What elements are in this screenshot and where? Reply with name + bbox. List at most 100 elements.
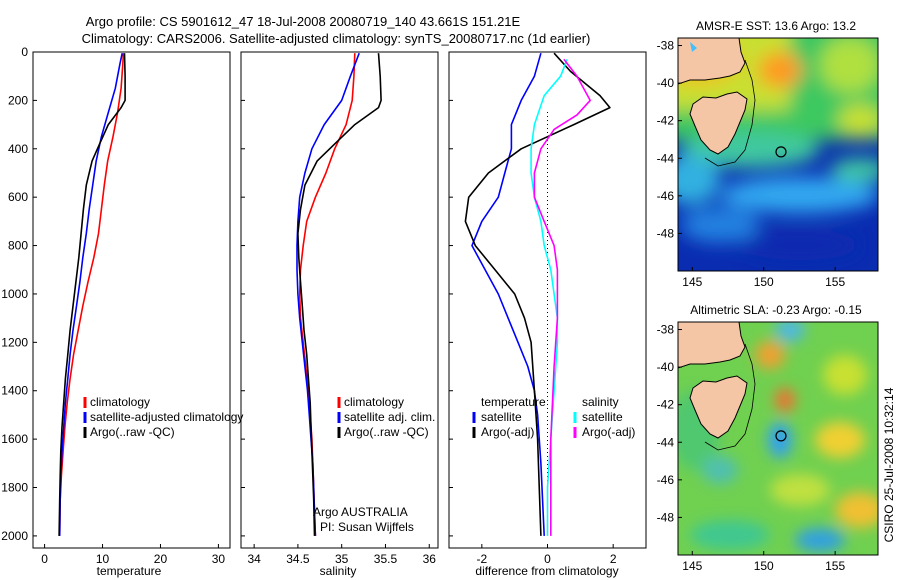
depth-tick-label: 600 (8, 190, 28, 204)
series-line-argo-adj- (464, 52, 611, 536)
x-tick-label: 0 (41, 552, 48, 566)
legend-label-temp-argo: Argo(-adj) (481, 425, 534, 439)
depth-tick-label: 400 (8, 142, 28, 156)
series-line-satellite-adjusted-climatology (58, 53, 123, 536)
legend-label-satellite: satellite adj. clim. (344, 410, 435, 424)
lat-tick-label: -42 (657, 114, 675, 128)
difference-panel-frame (448, 51, 647, 549)
series-line-argo-raw-qc- (58, 53, 126, 536)
difference-axis-label: difference from climatology (475, 564, 618, 578)
depth-tick-label: 1600 (1, 432, 28, 446)
series-line-satellite (471, 52, 545, 536)
sla-field (678, 322, 878, 552)
sst-map-panel: AMSR-E SST: 13.6 Argo: 13.2 (657, 19, 879, 289)
difference-profile-lines (464, 52, 611, 536)
series-line-satellite-adj-clim- (296, 52, 360, 536)
temperature-profile-lines (58, 53, 126, 536)
series-line-climatology (58, 53, 125, 536)
x-tick-label: 20 (154, 552, 168, 566)
lat-tick-label: -48 (657, 226, 675, 240)
x-tick-label: 36 (423, 552, 437, 566)
figure-title-line2: Climatology: CARS2006. Satellite-adjuste… (82, 31, 591, 46)
sst-shelf-contour (704, 59, 756, 167)
depth-tick-label: 200 (8, 93, 28, 107)
sla-shelf-contour (704, 343, 756, 451)
lat-tick-label: -38 (657, 39, 675, 53)
legend-label-climatology: climatology (344, 395, 404, 409)
x-tick-label: 0 (544, 552, 551, 566)
salinity-legend: climatology satellite adj. clim. Argo(..… (337, 395, 435, 439)
depth-tick-label: 0 (21, 45, 28, 59)
x-tick-label: 35.5 (374, 552, 398, 566)
legend-label-temp-satellite: satellite (481, 410, 522, 424)
lon-tick-label: 145 (682, 559, 702, 573)
sla-map-title: Altimetric SLA: -0.23 Argo: -0.15 (690, 303, 862, 317)
salinity-profile-lines (296, 52, 382, 536)
x-tick-label: -2 (476, 552, 487, 566)
tasmania-landmass (689, 91, 748, 155)
lon-tick-label: 155 (825, 275, 845, 289)
salinity-panel: 34 34.5 35 35.5 36 salinity climatology sate… (240, 51, 439, 578)
temperature-axis-ticks: 0 10 20 30 (41, 544, 225, 566)
lat-tick-label: -44 (657, 435, 675, 449)
legend-title-salinity: salinity (582, 395, 619, 409)
lat-tick-label: -46 (657, 473, 675, 487)
salinity-axis-ticks: 34 34.5 35 35.5 36 (247, 544, 436, 566)
legend-label-argo: Argo(..raw -QC) (90, 425, 175, 439)
depth-tick-label: 800 (8, 239, 28, 253)
depth-axis-ticks: 0 200 400 600 800 1000 1200 1400 1600 1800 2000 (1, 45, 37, 543)
legend-label-argo: Argo(..raw -QC) (344, 425, 429, 439)
legend-label-sal-satellite: satellite (582, 410, 623, 424)
sla-map-frame (677, 321, 879, 556)
x-tick-label: 34.5 (286, 552, 310, 566)
pi-label: PI: Susan Wijffels (320, 520, 414, 534)
sla-map-panel: Altimetric SLA: -0.23 Argo: -0.15 (657, 303, 879, 573)
temperature-axis-label: temperature (97, 564, 162, 578)
depth-tick-label: 1800 (1, 481, 28, 495)
legend-label-climatology: climatology (90, 395, 150, 409)
sla-lat-ticks: -38 -40 -42 -44 -46 -48 (657, 323, 682, 524)
bass-strait-feature (690, 42, 697, 52)
lat-tick-label: -44 (657, 151, 675, 165)
argo-program-label: Argo AUSTRALIA (313, 505, 408, 519)
sst-lon-ticks: 145 150 155 (682, 267, 845, 289)
tasmania-landmass (689, 375, 748, 439)
temperature-panel: 0 200 400 600 800 1000 1200 1400 1600 1800 2000 0 1… (1, 45, 243, 578)
difference-panel: -2 0 2 difference from climatology tempera… (448, 51, 647, 578)
x-tick-label: 2 (610, 552, 617, 566)
legend-label-sal-argo: Argo(-adj) (582, 425, 635, 439)
lat-tick-label: -40 (657, 76, 675, 90)
salinity-panel-frame (240, 51, 439, 549)
x-tick-label: 10 (96, 552, 110, 566)
depth-tick-label: 1200 (1, 335, 28, 349)
lat-tick-label: -48 (657, 510, 675, 524)
depth-tick-label: 1000 (1, 287, 28, 301)
difference-depth-tick-marks (449, 51, 453, 537)
depth-tick-label: 2000 (1, 529, 28, 543)
mainland-landmass (678, 322, 746, 369)
lon-tick-label: 145 (682, 275, 702, 289)
argo-location-marker (775, 430, 787, 442)
figure-title-line1: Argo profile: CS 5901612_47 18-Jul-2008 … (86, 14, 521, 29)
difference-axis-ticks: -2 0 2 (476, 544, 617, 566)
temperature-panel-frame (32, 51, 231, 549)
series-line-climatology (298, 53, 356, 536)
legend-label-satellite: satellite-adjusted climatology (90, 410, 243, 424)
x-tick-label: 34 (247, 552, 261, 566)
x-tick-label: 35 (335, 552, 349, 566)
sst-map-frame (677, 37, 879, 272)
legend-title-temperature: temperature (481, 395, 546, 409)
x-tick-label: 30 (212, 552, 226, 566)
csiro-timestamp: CSIRO 25-Jul-2008 10:32:14 (882, 387, 896, 542)
series-line-argo-raw-qc- (297, 53, 382, 536)
lat-tick-label: -38 (657, 323, 675, 337)
sla-lon-ticks: 145 150 155 (682, 551, 845, 573)
lat-tick-label: -40 (657, 360, 675, 374)
lon-tick-label: 150 (754, 559, 774, 573)
lon-tick-label: 155 (825, 559, 845, 573)
lat-tick-label: -46 (657, 189, 675, 203)
sst-lat-ticks: -38 -40 -42 -44 -46 -48 (657, 39, 682, 240)
temperature-legend: climatology satellite-adjusted climatolo… (83, 395, 243, 439)
salinity-depth-tick-marks (241, 51, 245, 537)
